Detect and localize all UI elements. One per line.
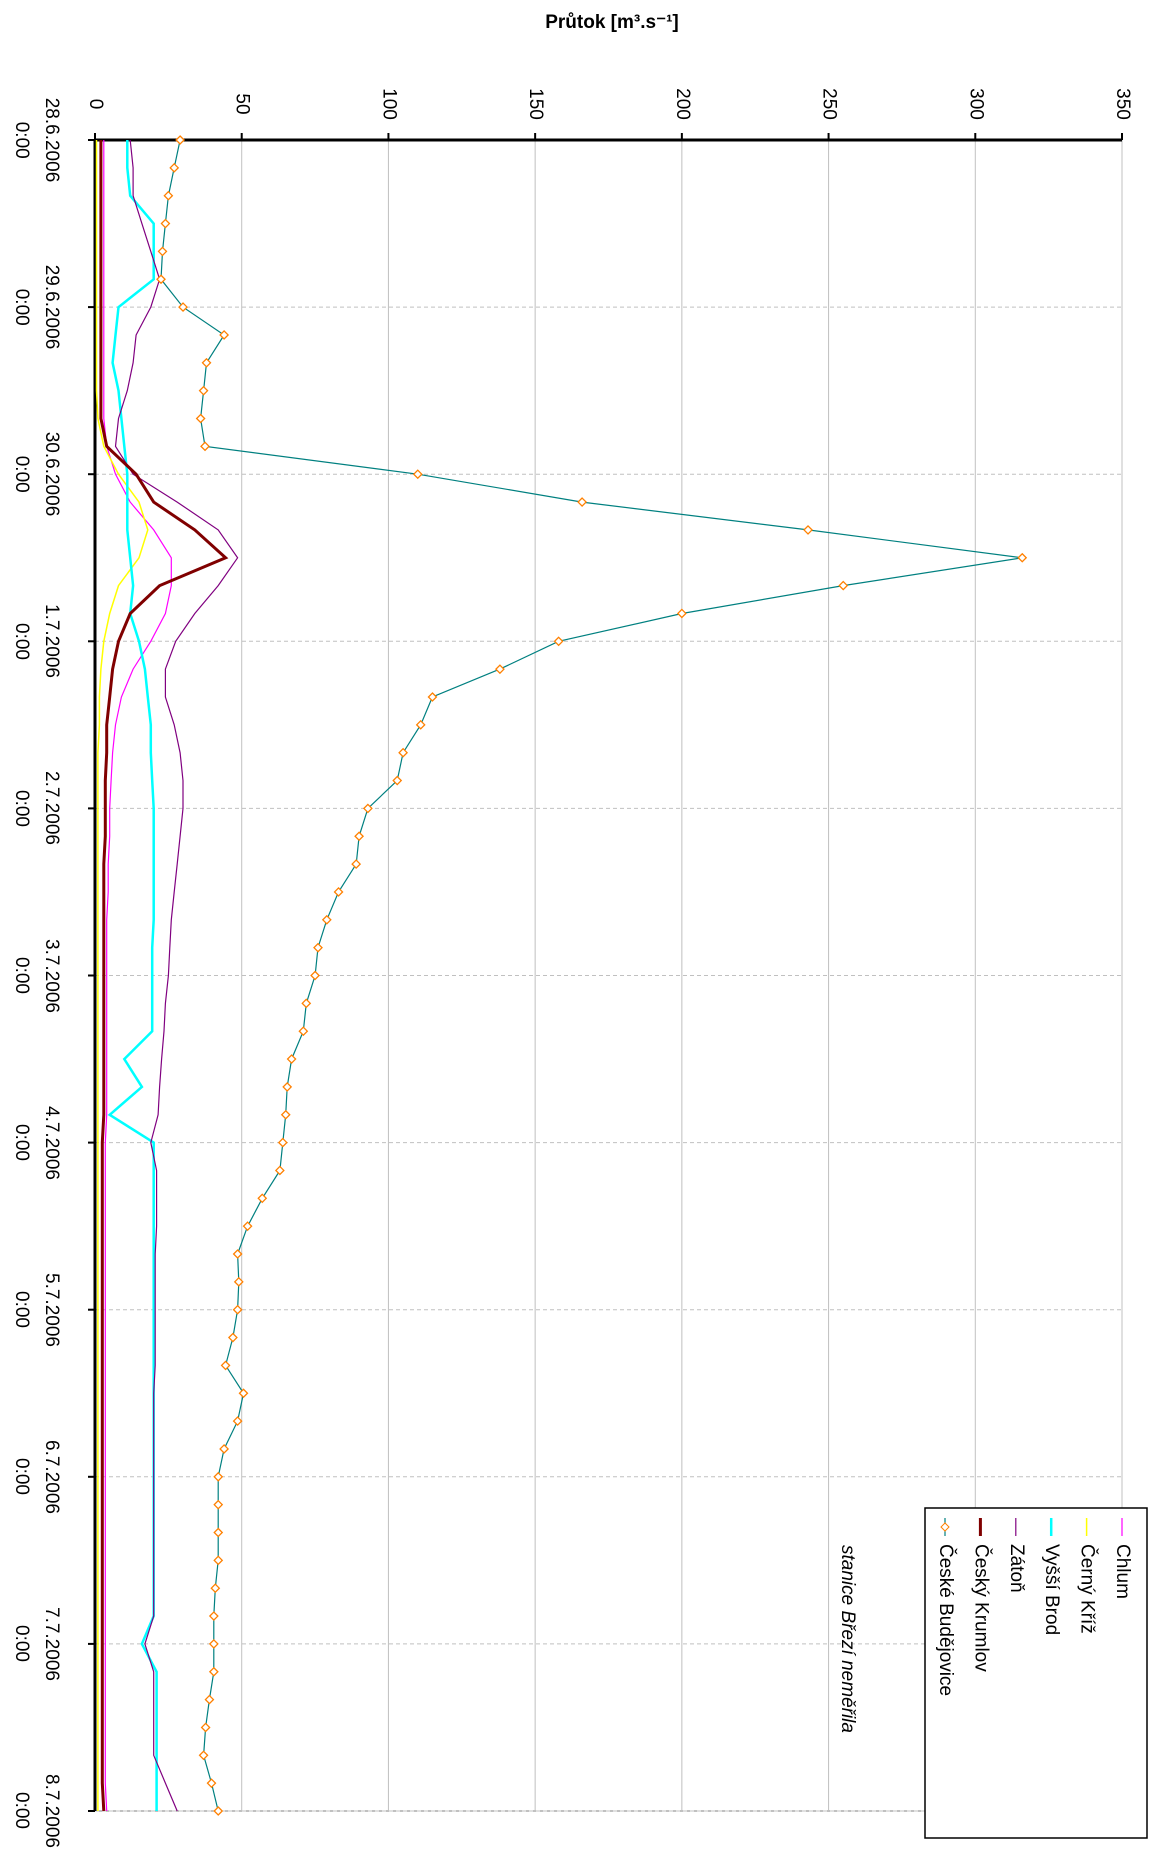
- data-point: [427, 692, 438, 702]
- x-tick-label: 29.6.2006 0:00: [11, 264, 62, 350]
- data-point: [232, 1249, 243, 1259]
- legend-box: [924, 1507, 1148, 1839]
- data-point: [169, 162, 180, 173]
- data-point: [238, 1388, 249, 1399]
- y-tick-label: 250: [819, 88, 840, 120]
- data-point: [208, 1611, 219, 1621]
- data-point: [321, 914, 332, 925]
- data-point: [232, 1416, 243, 1427]
- x-tick-label: 28.6.2006 0:00: [11, 97, 62, 183]
- data-point: [495, 664, 505, 675]
- data-point: [178, 302, 188, 313]
- data-point: [219, 330, 230, 340]
- legend-label: Český Krumlov: [970, 1544, 992, 1672]
- series-line: [103, 140, 172, 1812]
- x-tick-label: 2.7.2006 0:00: [11, 771, 62, 846]
- data-point: [219, 1444, 230, 1454]
- data-point: [220, 1360, 231, 1371]
- x-tick-label: 7.7.2006 0:00: [11, 1606, 62, 1681]
- data-point: [175, 135, 186, 145]
- data-point: [208, 1638, 219, 1649]
- legend-label: České Budějovice: [935, 1544, 957, 1696]
- data-point: [577, 497, 588, 507]
- data-point: [213, 1499, 224, 1510]
- legend-label: Černý Kříž: [1077, 1544, 1099, 1634]
- data-point: [200, 1722, 211, 1733]
- data-point: [242, 1221, 253, 1232]
- data-point: [210, 1583, 221, 1594]
- y-tick-label: 50: [232, 93, 253, 114]
- x-tick-label: 1.7.2006 0:00: [11, 604, 62, 679]
- data-point: [310, 970, 320, 981]
- data-point: [227, 1332, 238, 1343]
- series-line: [95, 140, 149, 1811]
- data-point: [156, 274, 166, 285]
- data-point: [1017, 552, 1028, 563]
- x-tick-label: 8.7.2006 0:00: [11, 1774, 62, 1848]
- annotation: stanice Březí neměřila: [837, 1545, 858, 1733]
- data-point: [201, 357, 212, 368]
- legend-marker: [940, 1522, 950, 1532]
- data-point: [351, 859, 362, 870]
- data-point: [553, 636, 564, 647]
- data-point: [213, 1471, 224, 1482]
- data-point: [198, 1750, 209, 1761]
- data-point: [392, 775, 403, 786]
- y-tick-label: 150: [525, 88, 546, 120]
- data-point: [313, 942, 323, 953]
- legend-label: Zátoň: [1006, 1544, 1027, 1593]
- data-point: [277, 1137, 288, 1148]
- data-point: [676, 608, 687, 619]
- data-point: [233, 1276, 244, 1287]
- data-point: [362, 803, 373, 814]
- data-point: [204, 1694, 215, 1705]
- x-tick-label: 3.7.2006 0:00: [11, 938, 62, 1013]
- data-point: [198, 385, 209, 396]
- data-point: [282, 1081, 293, 1092]
- x-tick-label: 6.7.2006 0:00: [11, 1439, 62, 1514]
- data-point: [213, 1806, 224, 1816]
- data-point: [274, 1165, 285, 1176]
- data-point: [208, 1666, 219, 1677]
- y-tick-label: 0: [85, 99, 106, 110]
- series-line: [114, 139, 239, 1812]
- y-tick-label: 200: [672, 88, 693, 120]
- data-point: [206, 1778, 217, 1789]
- data-point: [232, 1304, 243, 1315]
- data-point: [160, 218, 171, 229]
- y-tick-label: 350: [1112, 88, 1133, 120]
- data-point: [213, 1555, 224, 1566]
- data-point: [280, 1109, 291, 1120]
- series-line: [99, 140, 229, 1812]
- data-point: [398, 747, 409, 758]
- x-tick-label: 30.6.2006 0:00: [11, 431, 62, 517]
- data-point: [195, 413, 206, 424]
- legend: Chlum Černý Kříž Vyšší Brod Zátoň Český Krum…: [924, 1507, 1148, 1839]
- data-point: [200, 441, 210, 452]
- data-point: [301, 998, 312, 1009]
- y-tick-label: 300: [965, 88, 986, 120]
- data-point: [257, 1193, 268, 1204]
- legend-label: Chlum: [1112, 1544, 1133, 1599]
- legend-label: Vyšší Brod: [1041, 1544, 1062, 1635]
- data-point: [803, 524, 813, 535]
- y-axis-label: Průtok [m³.s⁻¹]: [545, 12, 679, 33]
- data-point: [286, 1054, 297, 1064]
- data-point: [333, 887, 344, 897]
- data-point: [298, 1026, 309, 1037]
- y-tick-label: 100: [378, 88, 399, 120]
- x-tick-label: 5.7.2006 0:00: [11, 1272, 62, 1347]
- data-point: [838, 580, 849, 591]
- data-point: [163, 190, 174, 201]
- data-point: [412, 469, 423, 480]
- data-point: [354, 831, 365, 842]
- data-point: [415, 719, 426, 730]
- x-tick-label: 4.7.2006 0:00: [11, 1105, 62, 1180]
- data-point: [213, 1527, 224, 1538]
- data-point: [157, 246, 168, 257]
